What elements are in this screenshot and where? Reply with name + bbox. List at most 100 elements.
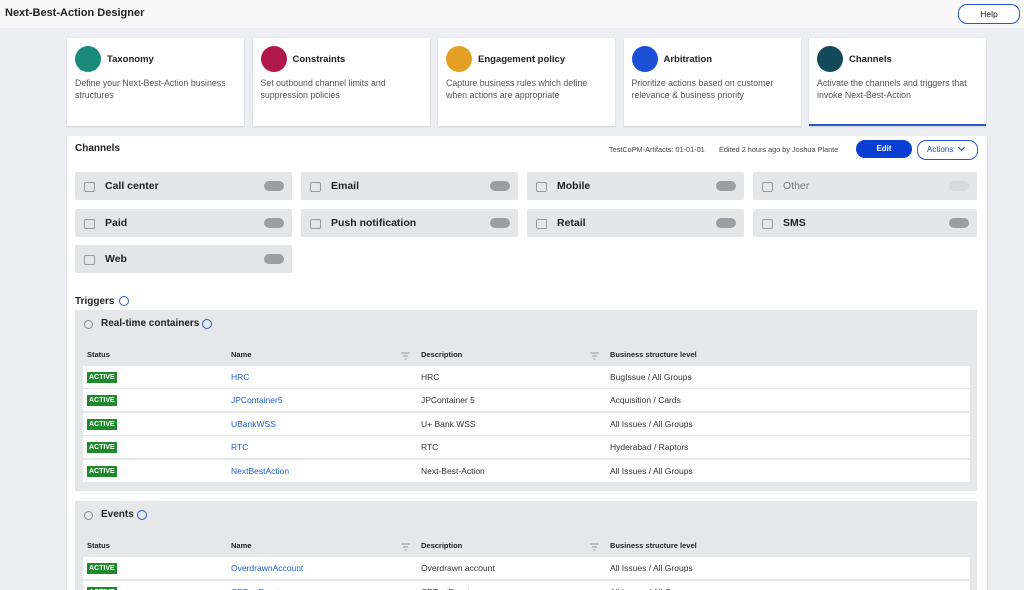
row-business-level: BugIssue / All Groups <box>610 371 692 382</box>
row-name-link[interactable]: NextBestAction <box>231 465 290 476</box>
channel-toggle[interactable] <box>716 181 736 191</box>
help-icon[interactable] <box>137 510 147 520</box>
channel-toggle[interactable] <box>490 181 510 191</box>
channel-icon <box>536 218 547 229</box>
filter-icon[interactable] <box>590 539 599 551</box>
channel-toggle[interactable] <box>490 217 510 228</box>
status-badge: ACTIVE <box>87 465 117 477</box>
channel-name: Mobile <box>557 180 591 192</box>
step-icon <box>631 46 658 72</box>
artifact-label: TestCoPM-Artifacts: 01-01-01 <box>609 145 705 154</box>
section-icon <box>84 319 93 329</box>
row-business-level: All Issues / All Groups <box>610 587 693 590</box>
row-name-link[interactable]: OverdrawnAccount <box>231 563 304 573</box>
channel-toggle[interactable] <box>264 217 284 228</box>
channel-icon <box>84 255 95 265</box>
actions-button[interactable]: Actions <box>917 140 978 160</box>
channel-tile: SMS <box>753 208 977 237</box>
filter-icon[interactable] <box>401 348 410 359</box>
channel-tile: Push notification <box>301 208 518 237</box>
channel-icon <box>310 182 321 192</box>
step-icon <box>75 46 101 72</box>
help-icon[interactable] <box>202 318 212 329</box>
channel-tile: Email <box>301 172 518 200</box>
step-title: Arbitration <box>663 54 713 65</box>
step-title: Channels <box>849 54 892 65</box>
channel-toggle[interactable] <box>716 217 736 228</box>
column-header: Status <box>87 349 110 359</box>
actions-caret <box>957 143 966 152</box>
step-description: Set outbound channel limits and suppress… <box>260 78 386 100</box>
channel-name: Paid <box>105 216 128 229</box>
channel-tile: Other <box>753 172 977 200</box>
column-header: Name <box>231 541 252 550</box>
row-description: RTC <box>421 442 439 452</box>
row-name-link[interactable]: HRC <box>231 371 250 382</box>
table-row: ACTIVE NextBestAction Next-Best-Action All … <box>83 459 970 482</box>
edited-label: Edited 2 hours ago by Joshua Plante <box>719 145 839 154</box>
channel-toggle[interactable] <box>264 254 284 264</box>
table-row: ACTIVE HRC HRC BugIssue / All Groups <box>83 365 970 388</box>
filter-glyph <box>590 543 599 551</box>
step-card[interactable]: Arbitration Prioritize actions based on c… <box>623 38 801 126</box>
step-title: Constraints <box>292 54 346 65</box>
row-description: U+ Bank WSS <box>421 418 476 429</box>
column-header: Business structure level <box>610 541 697 550</box>
edit-button[interactable]: Edit <box>856 140 912 158</box>
row-name-link[interactable]: UBankWSS <box>231 418 276 429</box>
channel-toggle[interactable] <box>949 181 969 191</box>
table-row: ACTIVE RTC RTC Hyderabad / Raptors <box>83 436 970 458</box>
channel-tile: Paid <box>75 208 292 237</box>
channel-icon <box>310 218 321 229</box>
table-row: ACTIVE UBankWSS U+ Bank WSS All Issues / Al… <box>83 412 970 435</box>
row-name-link[interactable]: CPTestEvent <box>231 587 280 590</box>
step-card[interactable]: Engagement policy Capture business rules … <box>438 38 615 126</box>
status-badge: ACTIVE <box>87 395 117 406</box>
status-badge: ACTIVE <box>87 418 117 430</box>
help-icon[interactable] <box>119 295 129 306</box>
channel-tile: Retail <box>527 208 744 237</box>
row-name-link[interactable]: JPContainer5 <box>231 395 283 405</box>
help-button[interactable]: Help <box>958 4 1020 24</box>
actions-label: Actions <box>927 145 954 154</box>
filter-icon[interactable] <box>401 539 410 551</box>
row-business-level: All Issues / All Groups <box>610 465 693 476</box>
row-name-link[interactable]: RTC <box>231 442 249 452</box>
step-title: Taxonomy <box>107 54 154 65</box>
filter-glyph <box>401 543 410 551</box>
step-icon <box>446 46 472 72</box>
status-badge: ACTIVE <box>87 563 117 574</box>
section-title: Events <box>101 509 134 520</box>
channel-toggle[interactable] <box>264 181 284 191</box>
step-description: Activate the channels and triggers that … <box>817 78 967 100</box>
step-description: Define your Next-Best-Action business st… <box>75 78 226 100</box>
channel-name: Retail <box>557 216 586 229</box>
row-description: Overdrawn account <box>421 563 495 573</box>
section-icon <box>84 511 93 520</box>
status-badge: ACTIVE <box>87 586 117 590</box>
channel-icon <box>762 218 773 229</box>
step-icon <box>817 46 843 72</box>
row-description: HRC <box>421 371 440 382</box>
table-row: ACTIVE JPContainer5 JPContainer 5 Acquisiti… <box>83 389 970 411</box>
filter-icon[interactable] <box>590 348 599 359</box>
channel-icon <box>762 182 773 192</box>
step-description: Capture business rules which define when… <box>446 78 588 100</box>
channel-name: SMS <box>783 216 806 229</box>
column-header: Name <box>231 349 252 359</box>
step-title: Engagement policy <box>478 54 566 65</box>
channel-name: Other <box>783 180 810 192</box>
step-description: Prioritize actions based on customer rel… <box>631 78 774 100</box>
step-card[interactable]: Channels Activate the channels and trigge… <box>809 38 986 126</box>
step-card[interactable]: Taxonomy Define your Next-Best-Action bus… <box>67 38 244 126</box>
channel-tile: Call center <box>75 172 292 200</box>
column-header: Business structure level <box>610 349 697 359</box>
row-business-level: Acquisition / Cards <box>610 395 681 405</box>
channel-tile: Web <box>75 245 292 273</box>
row-description: JPContainer 5 <box>421 395 475 405</box>
step-icon <box>260 46 287 72</box>
top-bar <box>0 0 1024 28</box>
step-card[interactable]: Constraints Set outbound channel limits a… <box>252 38 430 126</box>
channel-toggle[interactable] <box>949 217 969 228</box>
